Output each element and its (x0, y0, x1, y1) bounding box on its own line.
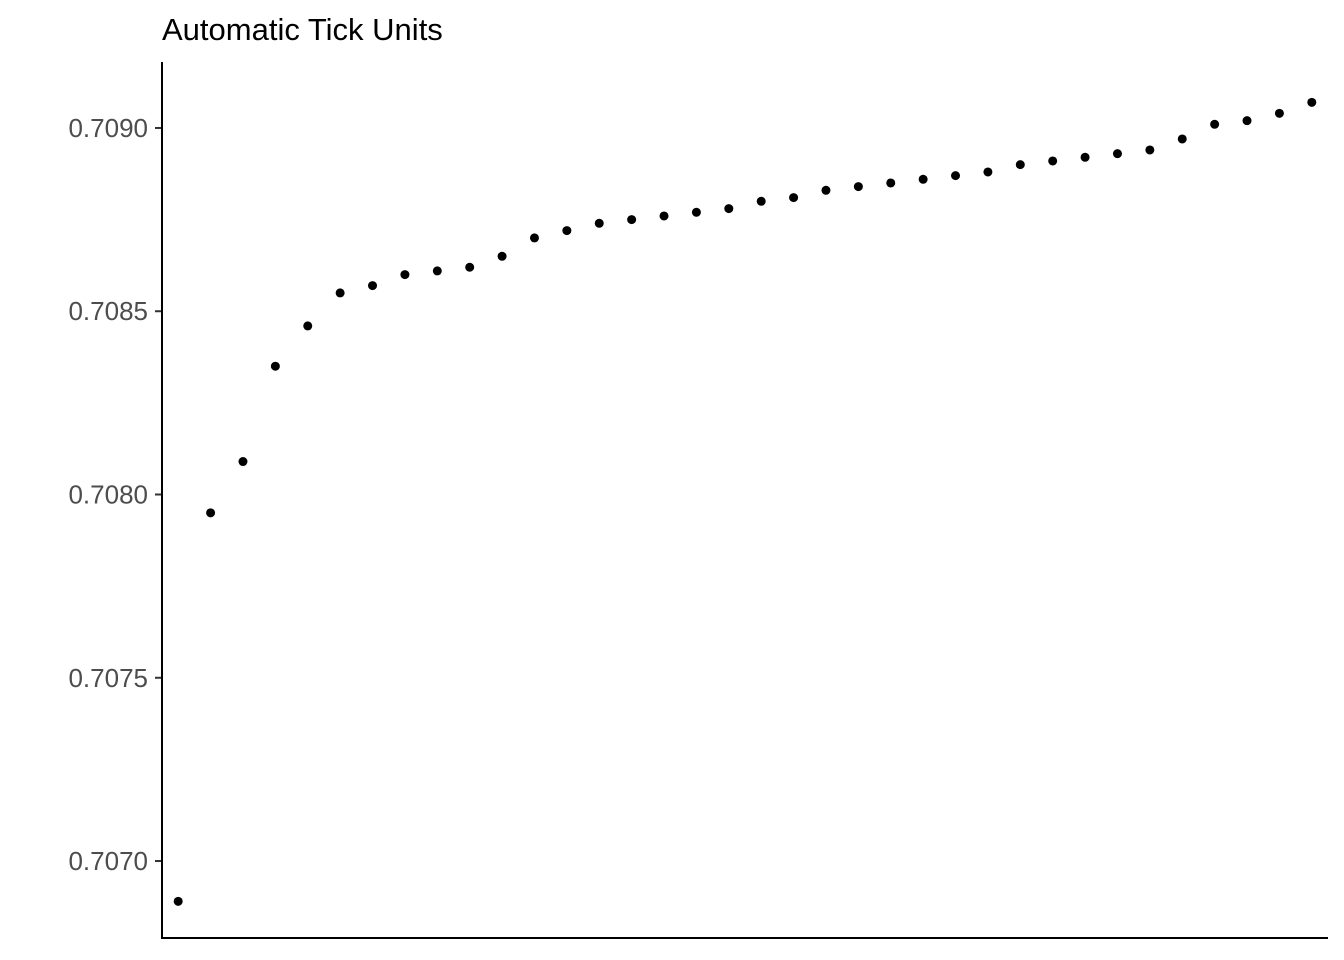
y-tick-label: 0.7070 (68, 846, 148, 876)
data-point (627, 215, 637, 225)
data-point (400, 270, 410, 280)
y-tick-label: 0.7075 (68, 663, 148, 693)
data-point (497, 251, 507, 261)
data-point (1048, 156, 1058, 166)
data-point (1015, 160, 1025, 170)
data-point (756, 196, 766, 206)
data-point (1274, 108, 1284, 118)
data-point (659, 211, 669, 221)
data-point (1145, 145, 1155, 155)
data-point (821, 185, 831, 195)
data-point (724, 204, 734, 214)
data-point (173, 896, 183, 906)
data-point (886, 178, 896, 188)
data-point (1307, 97, 1317, 107)
data-point (303, 321, 313, 331)
y-tick-label: 0.7085 (68, 296, 148, 326)
y-tick-label: 0.7090 (68, 113, 148, 143)
data-point (1080, 152, 1090, 162)
data-points (173, 97, 1317, 906)
y-axis-ticks: 0.7070 0.7075 0.7080 0.7085 0.7090 (68, 113, 162, 876)
data-point (853, 182, 863, 192)
data-point (206, 508, 216, 518)
data-point (529, 233, 539, 243)
data-point (691, 207, 701, 217)
data-point (1242, 116, 1252, 126)
data-point (562, 226, 572, 236)
data-point (951, 171, 961, 181)
data-point (465, 262, 475, 272)
data-point (238, 457, 248, 467)
data-point (270, 361, 280, 371)
y-tick-label: 0.7080 (68, 480, 148, 510)
data-point (1177, 134, 1187, 144)
data-point (432, 266, 442, 276)
data-point (368, 281, 378, 291)
data-point (789, 193, 799, 203)
data-point (335, 288, 345, 298)
data-point (1112, 149, 1122, 159)
data-point (983, 167, 993, 177)
chart-title: Automatic Tick Units (162, 12, 443, 47)
data-point (918, 174, 928, 184)
data-point (594, 218, 604, 228)
data-point (1210, 119, 1220, 129)
